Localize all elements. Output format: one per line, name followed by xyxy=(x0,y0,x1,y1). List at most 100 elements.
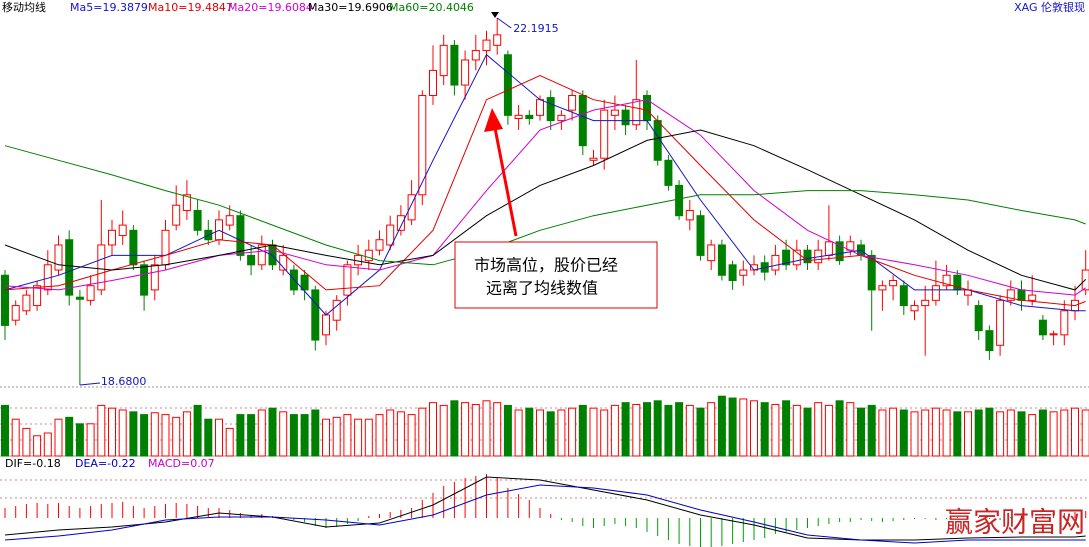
candle-body xyxy=(118,224,127,237)
candle-body xyxy=(11,305,20,321)
candle-body xyxy=(803,249,812,264)
volume-bar xyxy=(964,411,972,457)
volume-bar xyxy=(568,407,577,457)
candle-body xyxy=(407,194,416,221)
volume-bar xyxy=(557,409,566,457)
volume-bar xyxy=(493,402,502,457)
volume-bar xyxy=(118,409,127,457)
candle-body xyxy=(782,249,791,266)
volume-bar xyxy=(204,418,213,457)
candle-body xyxy=(996,299,1005,346)
macd-legend: DIF=-0.18 xyxy=(5,457,61,470)
candle-body xyxy=(1006,289,1015,301)
volume-bar xyxy=(429,402,437,457)
candle-body xyxy=(225,215,234,226)
volume-bar xyxy=(803,407,812,457)
candle-body xyxy=(396,215,405,231)
candle-body xyxy=(675,184,684,217)
volume-bar xyxy=(942,409,951,457)
candle-body xyxy=(140,264,149,296)
volume-bar xyxy=(150,412,159,457)
candle-body xyxy=(364,249,373,262)
volume-bar xyxy=(696,407,705,457)
volume-bar xyxy=(11,418,20,457)
candle-body xyxy=(771,254,780,271)
candle-body xyxy=(236,215,245,256)
candle-body xyxy=(899,285,908,307)
volume-bar xyxy=(43,432,52,457)
candle-body xyxy=(1028,294,1037,301)
ma-line xyxy=(4,129,1087,291)
volume-bar xyxy=(1017,411,1026,457)
volume-bar xyxy=(236,414,245,457)
volume-bar xyxy=(782,400,791,457)
candle-body xyxy=(322,314,330,336)
candle-body xyxy=(343,264,352,296)
volume-bar xyxy=(54,418,63,457)
candle-body xyxy=(910,305,919,312)
volume-bar xyxy=(1071,407,1079,457)
candle-body xyxy=(610,109,619,116)
volume-bar xyxy=(889,407,898,457)
candle-body xyxy=(878,285,887,291)
candle-body xyxy=(835,241,844,262)
volume-bar xyxy=(332,416,341,457)
volume-bar xyxy=(675,402,684,457)
volume-bar xyxy=(364,418,373,457)
candle-body xyxy=(257,244,266,266)
volume-bar xyxy=(792,404,801,457)
candle-body xyxy=(97,244,106,291)
volume-bar xyxy=(418,407,427,457)
candle-body xyxy=(311,289,320,341)
candle-body xyxy=(546,97,555,122)
volume-bar xyxy=(867,404,876,457)
volume-bar xyxy=(1060,409,1069,457)
marks xyxy=(1,18,1089,547)
macd-legend: MACD=0.07 xyxy=(148,457,215,470)
candle-body xyxy=(161,229,170,266)
volume-bar xyxy=(257,409,266,457)
volume-bar xyxy=(514,409,523,457)
candle-body xyxy=(632,99,641,126)
candle-body xyxy=(1060,310,1069,336)
candle-body xyxy=(707,244,716,262)
volume-bar xyxy=(461,402,470,457)
candle-body xyxy=(514,114,523,119)
volume-bar xyxy=(97,404,106,457)
candle-body xyxy=(386,224,395,246)
volume-bar xyxy=(471,403,480,457)
candle-body xyxy=(22,294,31,312)
volume-bar xyxy=(386,409,395,457)
candle-body xyxy=(685,209,694,221)
volume-bar xyxy=(653,400,662,457)
volume-bar xyxy=(921,409,930,457)
volume-bar xyxy=(1038,409,1047,457)
volume-bar xyxy=(589,407,598,457)
volume-bar xyxy=(108,407,116,457)
volume-bar xyxy=(172,416,181,457)
candle-body xyxy=(247,254,256,266)
volume-bar xyxy=(1028,414,1037,457)
volume-bar xyxy=(760,402,769,457)
ma-line xyxy=(4,53,1086,316)
volume-bar xyxy=(311,409,320,457)
volume-bar xyxy=(771,403,780,457)
candle-body xyxy=(461,59,470,86)
volume-bar xyxy=(193,404,202,457)
candle-body xyxy=(65,239,74,296)
volume-bar xyxy=(750,400,758,457)
candle-body xyxy=(792,249,801,266)
low-pointer xyxy=(79,382,100,386)
ma-line xyxy=(4,75,1086,307)
high-pointer xyxy=(496,17,512,29)
volume-bar xyxy=(140,414,149,457)
arrow-shaft xyxy=(493,127,518,237)
volume-bar xyxy=(974,409,983,457)
volume-bar xyxy=(931,407,940,457)
symbol-name: XAG 伦敦银现 xyxy=(1014,0,1085,14)
volume-bar xyxy=(899,409,908,457)
candle-body xyxy=(193,209,202,231)
candle-body xyxy=(1038,319,1047,336)
candle-body xyxy=(931,285,940,301)
volume-bar xyxy=(503,404,512,457)
